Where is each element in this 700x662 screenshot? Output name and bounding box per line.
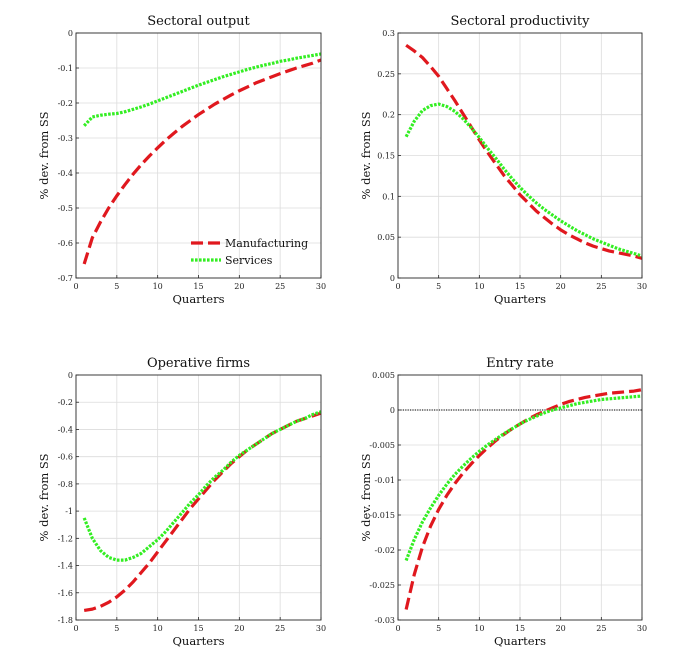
x-tick-label: 5 [436, 282, 441, 291]
y-axis-label: % dev. from SS [359, 111, 373, 199]
y-tick-label: -0.4 [58, 169, 73, 178]
x-axis-label: Quarters [172, 292, 224, 306]
x-tick-label: 25 [596, 282, 606, 291]
y-tick-label: -0.025 [369, 581, 395, 590]
y-tick-label: -0.5 [58, 204, 73, 213]
chart-panel-4: 0 5 10 15 20 25 30 -0.03 -0.025 -0.02 -0.015 -0.01 -… [359, 356, 647, 648]
x-tick-label: 10 [153, 282, 163, 291]
y-tick-label: -0.01 [374, 476, 395, 485]
x-axis-label: Quarters [494, 292, 546, 306]
legend-label-services: Services [225, 254, 273, 267]
y-tick-label: -0.02 [374, 546, 395, 555]
chart-title: Operative firms [147, 356, 250, 371]
x-tick-label: 0 [395, 282, 400, 291]
y-tick-label: 0 [390, 406, 395, 415]
y-tick-label: -0.4 [58, 425, 73, 434]
x-tick-label: 10 [474, 282, 484, 291]
y-tick-label: 0.25 [377, 70, 395, 79]
x-tick-label: 30 [637, 624, 647, 633]
y-tick-label: 0.2 [382, 111, 395, 120]
x-tick-label: 20 [234, 282, 244, 291]
x-tick-label: 15 [515, 282, 525, 291]
y-tick-label: 0.005 [372, 371, 395, 380]
x-tick-label: 10 [153, 624, 163, 633]
x-tick-label: 0 [73, 282, 78, 291]
series-line-manufacturing [405, 43, 642, 260]
y-tick-label: -1.2 [58, 534, 73, 543]
chart-panel-3: 0 5 10 15 20 25 30 -1.8 -1.6 -1.4 -1.2 -1 -0.8 -0.6 -0… [37, 356, 326, 648]
y-axis-label: % dev. from SS [37, 453, 51, 541]
x-tick-label: 15 [515, 624, 525, 633]
x-tick-label: 25 [596, 624, 606, 633]
y-tick-label: -1.8 [58, 616, 73, 625]
y-tick-label: -1.4 [58, 562, 73, 571]
x-tick-label: 15 [193, 624, 203, 633]
x-tick-label: 20 [234, 624, 244, 633]
x-tick-label: 15 [193, 282, 203, 291]
y-tick-label: -0.015 [369, 511, 395, 520]
x-tick-label: 0 [395, 624, 400, 633]
series-line-services [404, 102, 642, 258]
y-tick-label: 0 [390, 274, 395, 283]
y-tick-label: -1.6 [58, 589, 73, 598]
x-tick-label: 5 [114, 282, 119, 291]
chart-title: Sectoral output [147, 14, 250, 29]
series-line-manufacturing [82, 58, 321, 265]
y-tick-label: 0.15 [377, 152, 395, 161]
series-line-manufacturing [404, 388, 642, 610]
x-tick-label: 10 [474, 624, 484, 633]
y-tick-label: -0.005 [369, 441, 395, 450]
x-tick-label: 25 [275, 624, 285, 633]
series-line-services [82, 410, 321, 562]
y-tick-label: 0.3 [382, 29, 395, 38]
y-tick-label: 0 [68, 371, 73, 380]
y-tick-label: -0.3 [58, 134, 73, 143]
x-tick-label: 5 [436, 624, 441, 633]
y-tick-label: -0.8 [58, 480, 73, 489]
x-tick-label: 30 [316, 624, 326, 633]
x-axis-label: Quarters [172, 634, 224, 648]
y-tick-label: 0 [68, 29, 73, 38]
y-tick-label: -0.2 [58, 99, 73, 108]
series-line-manufacturing [83, 411, 321, 613]
y-tick-label: -0.03 [374, 616, 395, 625]
y-tick-label: -0.2 [58, 398, 73, 407]
chart-title: Sectoral productivity [451, 14, 591, 29]
x-tick-label: 0 [73, 624, 78, 633]
y-tick-label: 0.1 [382, 192, 395, 201]
series-line-services [82, 52, 321, 127]
x-tick-label: 20 [556, 624, 566, 633]
x-axis-label: Quarters [494, 634, 546, 648]
chart-title: Entry rate [486, 356, 554, 371]
x-tick-label: 20 [556, 282, 566, 291]
y-tick-label: 0.05 [377, 233, 395, 242]
x-tick-label: 5 [114, 624, 119, 633]
chart-panel-2: 0 5 10 15 20 25 30 0 0.05 0.1 0.15 0.2 0.25 0.3 Sector… [359, 14, 647, 306]
legend-label-manufacturing: Manufacturing [225, 237, 308, 250]
x-tick-label: 30 [637, 282, 647, 291]
y-tick-label: -1 [65, 507, 73, 516]
legend: Manufacturing Services [191, 237, 308, 267]
y-axis-label: % dev. from SS [37, 111, 51, 199]
y-tick-label: -0.6 [58, 239, 73, 248]
x-tick-label: 25 [275, 282, 285, 291]
y-tick-label: -0.7 [58, 274, 73, 283]
y-axis-label: % dev. from SS [359, 453, 373, 541]
chart-panel-1: 0 5 10 15 20 25 30 -0.7 -0.6 -0.5 -0.4 -0.3 -0.2 -0.1… [37, 14, 326, 306]
y-tick-label: -0.6 [58, 453, 73, 462]
y-tick-label: -0.1 [58, 64, 73, 73]
series-line-services [404, 394, 642, 562]
x-tick-label: 30 [316, 282, 326, 291]
